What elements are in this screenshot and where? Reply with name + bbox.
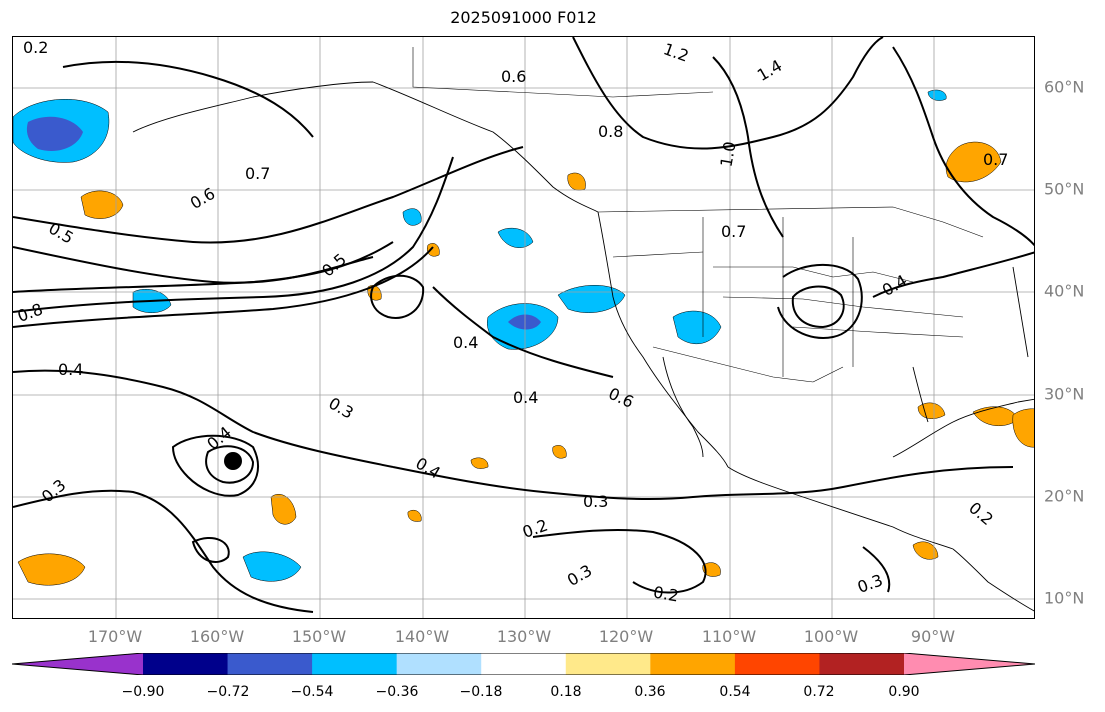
contour-label: 0.7 bbox=[721, 222, 746, 241]
contour-label: 0.4 bbox=[58, 360, 83, 379]
contour-label: 0.3 bbox=[38, 475, 70, 506]
lat-label: 10°N bbox=[1044, 588, 1085, 608]
contour-label: 0.4 bbox=[513, 388, 538, 407]
contour-label: 0.8 bbox=[598, 122, 623, 141]
lon-label: 120°W bbox=[598, 627, 654, 646]
contour-label: 0.8 bbox=[15, 299, 45, 326]
contour-label: 0.6 bbox=[501, 67, 526, 86]
contour-label: 0.3 bbox=[564, 561, 596, 590]
lat-label: 40°N bbox=[1044, 281, 1085, 301]
colorbar-segment bbox=[819, 653, 905, 675]
colorbar-segment bbox=[12, 653, 143, 675]
colorbar-tick-label: 0.72 bbox=[803, 684, 835, 700]
colorbar-segment bbox=[734, 653, 820, 675]
contour-label: 0.2 bbox=[965, 498, 997, 529]
lon-label: 100°W bbox=[803, 627, 859, 646]
lat-label: 50°N bbox=[1044, 179, 1085, 199]
contour-label: 0.4 bbox=[203, 423, 235, 454]
colorbar-tick-label: −0.36 bbox=[375, 684, 419, 700]
lon-label: 110°W bbox=[701, 627, 757, 646]
colorbar-segment bbox=[481, 653, 567, 675]
contour-label: 0.2 bbox=[652, 582, 680, 605]
colorbar-segment bbox=[143, 653, 229, 675]
colorbar bbox=[12, 653, 1035, 675]
colorbar-segment bbox=[565, 653, 651, 675]
map-panel: 0.2 0.3 0.4 0.5 0.6 0.7 0.8 1.0 1.2 1.4 … bbox=[12, 36, 1035, 619]
graticule bbox=[13, 37, 1034, 618]
contour-label: 0.2 bbox=[520, 515, 550, 542]
lon-label: 140°W bbox=[394, 627, 450, 646]
contour-label: 0.4 bbox=[453, 333, 478, 352]
map-title: 2025091000 F012 bbox=[450, 8, 597, 27]
borders bbox=[412, 47, 984, 383]
contour-label: 1.0 bbox=[716, 140, 739, 168]
lon-label: 90°W bbox=[910, 627, 956, 646]
positive-shading bbox=[17, 141, 1034, 586]
storm-center-marker bbox=[224, 452, 242, 470]
lat-label: 20°N bbox=[1044, 486, 1085, 506]
colorbar-segment bbox=[396, 653, 482, 675]
colorbar-segment bbox=[904, 653, 1035, 675]
contour-label: 0.3 bbox=[855, 570, 885, 597]
colorbar-tick-label: 0.54 bbox=[719, 684, 751, 700]
negative-shading bbox=[13, 89, 947, 582]
colorbar-segment bbox=[312, 653, 398, 675]
lon-label: 130°W bbox=[496, 627, 552, 646]
lon-label: 170°W bbox=[87, 627, 143, 646]
colorbar-segment bbox=[650, 653, 736, 675]
lat-label: 60°N bbox=[1044, 77, 1085, 97]
contour-label: 0.5 bbox=[318, 250, 350, 281]
contour-label: 0.2 bbox=[23, 38, 48, 57]
lat-label: 30°N bbox=[1044, 384, 1085, 404]
colorbar-tick-label: −0.18 bbox=[459, 684, 503, 700]
contour-label: 0.6 bbox=[606, 384, 637, 412]
colorbar-tick-label: −0.54 bbox=[290, 684, 334, 700]
contour-label: 0.4 bbox=[412, 453, 444, 482]
colorbar-tick-label: −0.90 bbox=[121, 684, 165, 700]
colorbar-tick-label: 0.36 bbox=[634, 684, 666, 700]
contour-label: 0.7 bbox=[983, 150, 1008, 169]
map-svg: 0.2 0.3 0.4 0.5 0.6 0.7 0.8 1.0 1.2 1.4 … bbox=[13, 37, 1034, 618]
contour-label: 0.3 bbox=[583, 492, 608, 511]
coastlines bbox=[132, 81, 1034, 612]
colorbar-tick-label: −0.72 bbox=[206, 684, 250, 700]
contour-label: 1.4 bbox=[754, 56, 786, 85]
colorbar-tick-label: 0.90 bbox=[888, 684, 920, 700]
lon-label: 150°W bbox=[291, 627, 347, 646]
contour-label: 1.2 bbox=[661, 39, 691, 66]
contour-label: 0.3 bbox=[325, 393, 357, 422]
colorbar-tick-label: 0.18 bbox=[550, 684, 582, 700]
contours bbox=[13, 37, 1034, 613]
lon-label: 160°W bbox=[189, 627, 245, 646]
contour-label: 0.7 bbox=[245, 164, 270, 183]
contour-label: 0.6 bbox=[187, 184, 219, 213]
contour-label: 0.4 bbox=[879, 271, 911, 300]
colorbar-segment bbox=[227, 653, 313, 675]
